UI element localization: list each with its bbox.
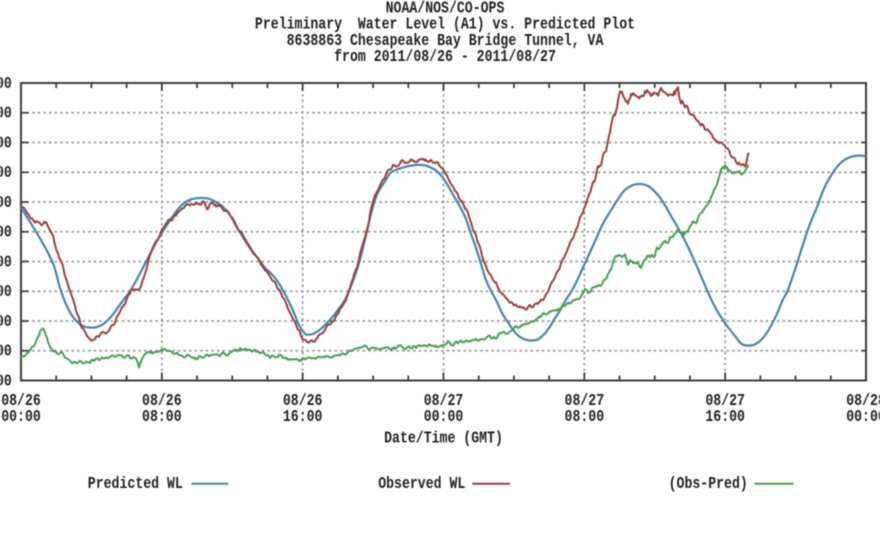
svg-text:from 2011/08/26 - 2011/08/27: from 2011/08/26 - 2011/08/27 (334, 49, 556, 67)
svg-text:8638863 Chesapeake Bay Bridge: 8638863 Chesapeake Bay Bridge Tunnel, VA (287, 33, 604, 51)
svg-text:08:00: 08:00 (565, 409, 605, 427)
svg-text:(Obs-Pred): (Obs-Pred) (669, 476, 748, 494)
svg-text:00: 00 (0, 373, 12, 391)
svg-text:Preliminary Water Level (A1): Preliminary Water Level (A1) vs. Predict… (255, 16, 635, 34)
svg-text:16:00: 16:00 (705, 409, 745, 427)
svg-text:00: 00 (0, 195, 12, 213)
svg-text:00: 00 (0, 165, 12, 183)
svg-text:08/26: 08/26 (142, 393, 182, 411)
svg-text:00: 00 (0, 76, 12, 94)
svg-text:00: 00 (0, 135, 12, 153)
svg-text:08:00: 08:00 (142, 409, 182, 427)
svg-text:NOAA/NOS/CO-OPS: NOAA/NOS/CO-OPS (386, 0, 505, 18)
svg-text:08/27: 08/27 (424, 393, 464, 411)
svg-text:00:00: 00:00 (846, 409, 880, 427)
svg-text:00:00: 00:00 (424, 409, 464, 427)
svg-text:00: 00 (0, 284, 12, 302)
svg-text:Observed WL: Observed WL (378, 476, 465, 494)
svg-text:Predicted WL: Predicted WL (88, 476, 183, 494)
svg-text:00:00: 00:00 (1, 409, 41, 427)
svg-text:00: 00 (0, 314, 12, 332)
svg-text:08/27: 08/27 (705, 393, 745, 411)
svg-text:08/28: 08/28 (846, 393, 880, 411)
svg-text:00: 00 (0, 105, 12, 123)
svg-text:16:00: 16:00 (283, 409, 323, 427)
svg-text:00: 00 (0, 224, 12, 242)
svg-text:00: 00 (0, 254, 12, 272)
svg-text:00: 00 (0, 343, 12, 361)
svg-text:08/27: 08/27 (565, 393, 605, 411)
svg-text:Date/Time (GMT): Date/Time (GMT) (384, 430, 503, 448)
svg-text:08/26: 08/26 (1, 393, 41, 411)
svg-text:08/26: 08/26 (283, 393, 323, 411)
